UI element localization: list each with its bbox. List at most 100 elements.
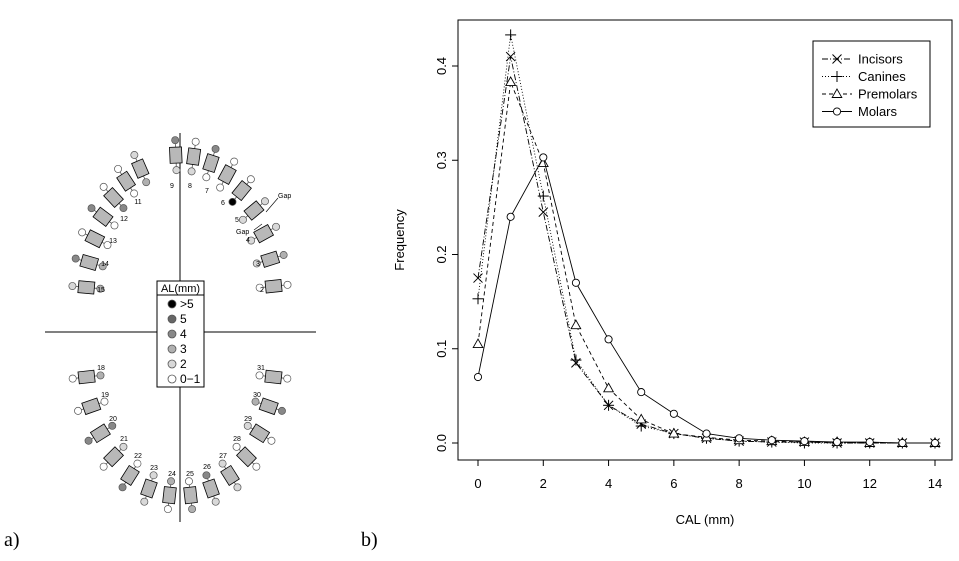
tooth-number: 3 [256,261,260,268]
upper-right-site-marker [261,197,269,206]
data-point-incisors [505,51,516,62]
upper-right-site-marker [172,166,181,175]
tooth-number: 12 [120,216,128,223]
y-tick-label: 0.1 [434,340,449,358]
tooth-number: 15 [97,287,105,294]
tooth-number: 5 [235,217,239,224]
upper-left-tooth [78,228,112,250]
tooth-number: 19 [101,392,109,399]
data-point-molars [539,153,548,162]
upper-left-site-marker [142,178,151,187]
x-tick-label: 4 [605,476,612,491]
x-tick-label: 10 [797,476,811,491]
panel-label-b: b) [361,529,378,551]
upper-left-site-marker [87,204,96,213]
upper-right-site-marker [252,259,261,268]
lower-tooth [84,421,117,445]
tooth-number: 27 [219,453,227,460]
lower-site-marker [119,442,128,451]
lower-site-marker [84,436,93,445]
lower-site-marker [211,497,220,506]
series-line-canines [477,34,935,444]
panel-label-a: a) [4,529,20,551]
lower-site-marker [188,505,197,514]
x-tick-label: 2 [540,476,547,491]
upper-right-tooth [186,137,202,176]
upper-right-site-marker [216,183,225,192]
plot-frame [457,19,953,461]
y-tick-label: 0.4 [434,57,449,75]
upper-left-site-marker [114,164,123,173]
data-point-molars [473,372,483,382]
lower-site-marker [99,462,108,471]
upper-right-tooth [228,175,255,206]
lower-site-marker [133,459,142,468]
upper-right-site-marker [255,283,264,292]
data-point-canines [603,399,615,411]
upper-right-site-marker [272,222,280,231]
tooth-number: 31 [257,365,265,372]
legend-marker-canines [831,71,843,82]
x-tick-label: 14 [928,476,942,491]
lower-site-marker [68,374,77,383]
data-point-molars [506,212,515,221]
lower-tooth [183,477,198,514]
upper-right-site-marker [202,173,211,182]
data-point-molars [637,388,646,397]
tooth-number: 6 [221,200,225,207]
lower-tooth [243,421,276,445]
lower-site-marker [243,421,252,430]
data-point-molars [898,438,907,448]
upper-right-tooth [247,222,280,245]
data-point-premolars [668,427,680,438]
x-tick-label: 8 [736,476,743,491]
x-tick-label: 6 [670,476,677,491]
lower-site-marker [74,406,83,415]
lower-tooth [68,369,105,385]
upper-right-site-marker [228,197,237,206]
upper-left-site-marker [98,262,107,271]
lower-site-marker [277,406,286,415]
data-point-molars [571,278,580,287]
x-axis-label: CAL (mm) [676,512,735,527]
data-point-premolars [570,319,582,330]
tooth-number: 14 [101,261,109,268]
tooth-number: 26 [203,464,211,471]
lower-site-marker [149,471,158,480]
upper-right-tooth [216,157,239,192]
upper-left-tooth [99,182,128,213]
legend-swatch [167,299,177,309]
lower-tooth [232,442,261,471]
tooth-number: 4 [246,237,250,244]
lower-tooth [251,397,286,416]
lower-tooth [74,397,109,416]
data-point-molars [669,409,678,418]
lower-site-marker [255,371,264,380]
upper-right-site-marker [283,280,292,289]
legend-level-label: 2 [180,357,187,371]
tooth-number: 28 [233,436,241,443]
teeth-layer [68,136,292,514]
upper-left-tooth [87,204,119,230]
data-point-premolars [505,76,517,86]
data-point-molars [930,438,940,448]
gap-label: Gap [236,229,249,236]
lower-site-marker [251,397,260,406]
lower-tooth [99,442,128,471]
lower-site-marker [185,477,193,486]
series-line-premolars [477,80,935,444]
lower-site-marker [96,371,105,380]
lower-site-marker [118,483,127,492]
tooth-number: 25 [186,471,194,478]
data-point-molars [865,438,874,447]
data-point-canines [570,354,582,366]
data-point-canines [537,190,549,202]
lower-tooth [162,477,177,514]
upper-left-site-marker [71,254,80,263]
gap-label: Gap [278,193,291,200]
lower-site-marker [283,374,292,383]
lower-tooth [140,471,158,506]
